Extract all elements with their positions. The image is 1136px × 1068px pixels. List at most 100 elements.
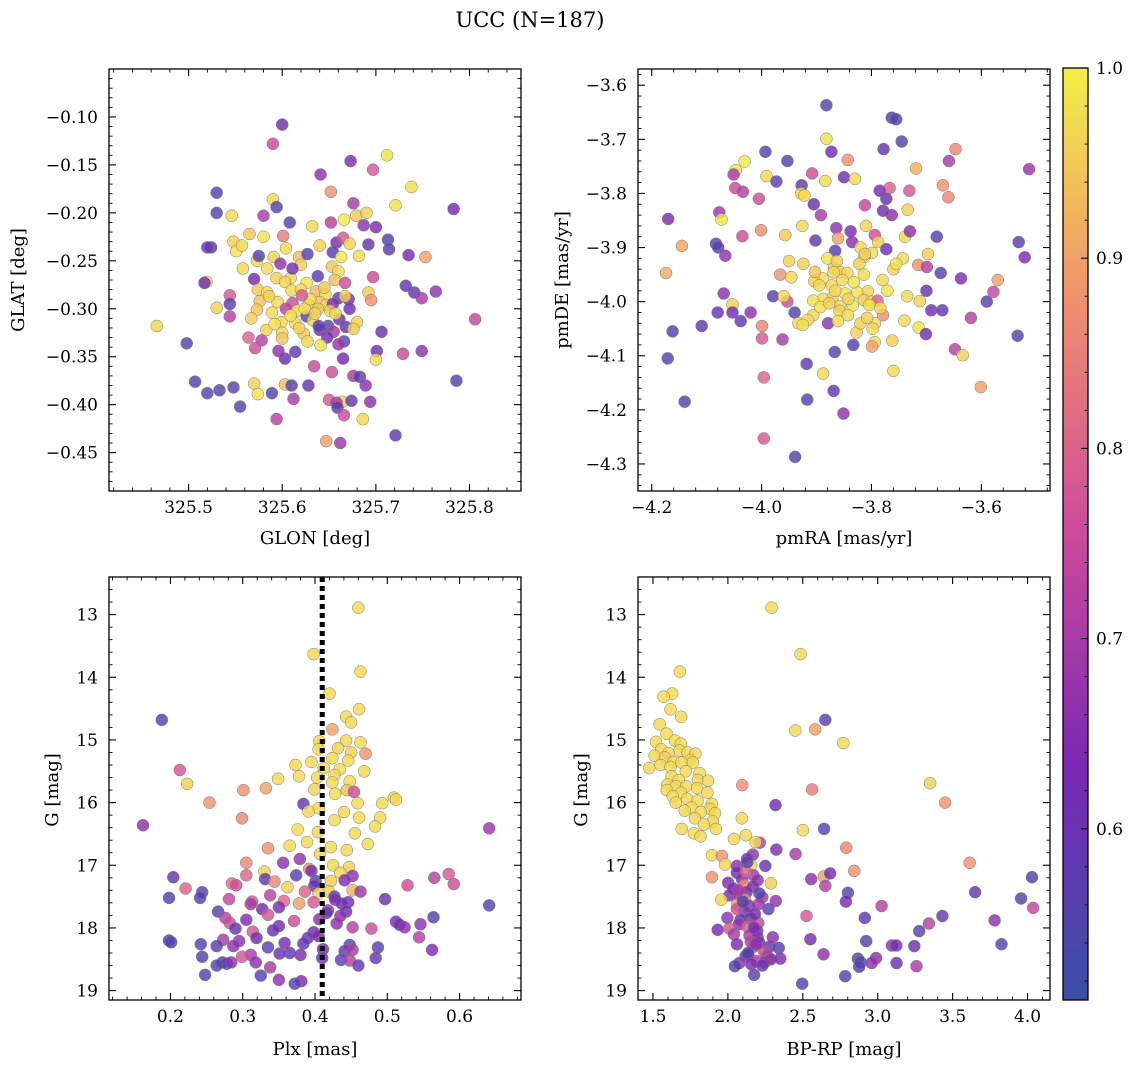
data-point	[718, 858, 732, 871]
data-point	[871, 235, 885, 249]
data-point	[697, 818, 711, 831]
data-point	[195, 950, 209, 964]
x-tick-label: −4.0	[741, 498, 782, 518]
y-tick-label: −0.40	[46, 396, 98, 416]
data-point	[727, 168, 740, 181]
data-point	[661, 352, 674, 365]
data-point	[895, 135, 908, 148]
data-point	[757, 432, 771, 445]
data-point	[318, 281, 331, 294]
data-point	[326, 751, 339, 765]
data-point	[908, 939, 921, 953]
data-point	[136, 818, 150, 832]
data-point	[414, 917, 427, 931]
data-point	[858, 911, 872, 925]
y-tick-label: 18	[76, 919, 98, 939]
data-point	[301, 335, 314, 348]
x-tick-label: 1.5	[639, 1007, 666, 1027]
data-point	[774, 268, 787, 281]
y-tick-label: −4.2	[586, 401, 627, 421]
data-point	[247, 377, 261, 390]
data-point	[923, 776, 937, 790]
y-tick-label: −0.10	[46, 108, 98, 128]
data-point	[770, 843, 783, 856]
data-point	[754, 223, 768, 237]
data-point	[642, 761, 656, 775]
data-point	[262, 290, 276, 303]
data-point	[936, 909, 949, 923]
data-point	[814, 208, 828, 222]
data-point	[842, 292, 855, 306]
data-point	[675, 822, 688, 836]
data-point	[991, 273, 1005, 287]
data-point	[920, 284, 933, 298]
data-point	[348, 827, 362, 840]
data-point	[261, 842, 275, 855]
data-point	[361, 837, 375, 851]
y-tick-label: 18	[605, 919, 627, 939]
data-point	[919, 327, 933, 341]
data-point	[1022, 162, 1036, 176]
data-point	[889, 257, 903, 271]
data-point	[198, 968, 212, 982]
plx-g-xlabel: Plx [mas]	[273, 1039, 358, 1060]
data-point	[260, 262, 274, 275]
data-point	[235, 239, 249, 252]
data-point	[796, 219, 809, 233]
data-point	[838, 969, 852, 983]
pmra-pmde-ticks: −4.2 −4.0 −3.8 −3.6 −4.3 −4.2 −4.1 −4.0 −3.9 −3.8…	[586, 69, 1050, 518]
data-point	[272, 973, 286, 987]
data-point	[813, 279, 826, 292]
data-point	[748, 907, 762, 921]
data-point	[314, 338, 327, 352]
data-point	[307, 360, 321, 373]
data-point	[859, 934, 873, 948]
data-point	[769, 894, 783, 908]
data-point	[338, 874, 351, 887]
data-point	[1026, 901, 1040, 915]
data-point	[745, 958, 758, 971]
data-point	[295, 289, 309, 302]
data-point	[330, 917, 343, 930]
data-point	[354, 885, 367, 898]
data-point	[292, 770, 306, 783]
data-point	[279, 242, 293, 255]
data-point	[827, 384, 840, 398]
data-point	[874, 301, 887, 315]
data-point	[298, 302, 311, 316]
data-point	[243, 227, 256, 241]
data-point	[949, 142, 962, 156]
data-point	[679, 765, 693, 778]
data-point	[366, 270, 380, 284]
y-tick-label: −0.45	[46, 444, 98, 464]
data-point	[711, 923, 724, 937]
data-point	[963, 856, 976, 870]
data-point	[261, 941, 275, 954]
data-point	[673, 665, 687, 678]
data-point	[910, 959, 923, 973]
data-point	[659, 266, 673, 280]
data-point	[341, 754, 355, 767]
bprp-g-ylabel: G [mag]	[571, 753, 592, 826]
data-point	[750, 937, 763, 951]
data-point	[661, 212, 675, 226]
data-point	[847, 275, 861, 289]
x-tick-label: −4.2	[631, 498, 672, 518]
data-point	[808, 723, 822, 736]
data-point	[343, 302, 356, 316]
data-point	[201, 241, 214, 254]
data-point	[405, 180, 418, 194]
data-point	[227, 939, 240, 953]
data-point	[281, 880, 294, 894]
glon-glat-ylabel: GLAT [deg]	[8, 228, 29, 332]
data-point	[360, 206, 373, 220]
data-point	[903, 184, 916, 197]
data-point	[261, 908, 275, 922]
data-point	[357, 219, 370, 232]
data-point	[347, 322, 360, 336]
data-point	[956, 348, 969, 362]
data-point	[352, 601, 365, 614]
data-point	[319, 434, 333, 448]
data-point	[324, 216, 338, 229]
data-point	[863, 298, 876, 312]
